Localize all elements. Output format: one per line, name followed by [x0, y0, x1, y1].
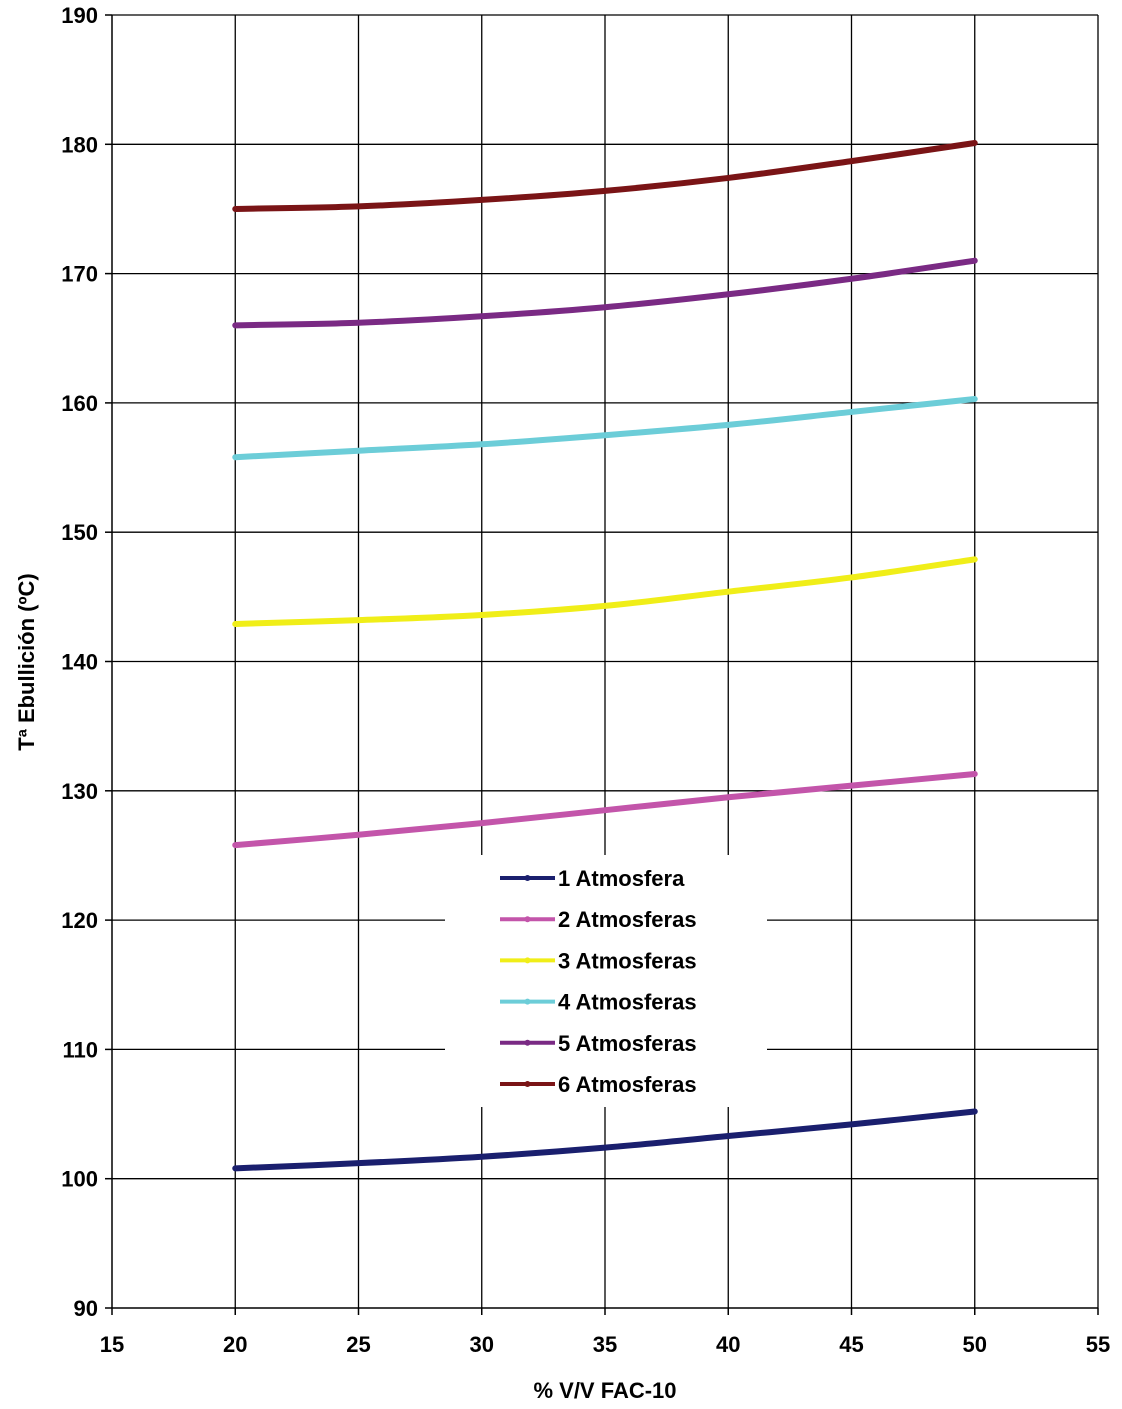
data-point: [972, 1108, 978, 1115]
data-point: [232, 322, 238, 328]
data-point: [848, 158, 855, 164]
data-point: [232, 621, 238, 627]
x-tick-label: 50: [963, 1332, 987, 1357]
data-point: [602, 1145, 608, 1151]
data-point: [725, 1133, 731, 1139]
x-tick-label: 15: [100, 1332, 124, 1357]
legend-label: 4 Atmosferas: [558, 990, 697, 1015]
y-tick-label: 120: [61, 908, 98, 933]
data-point: [479, 313, 485, 319]
legend-label: 6 Atmosferas: [558, 1072, 697, 1097]
x-tick-label: 35: [593, 1332, 617, 1357]
data-point: [602, 603, 608, 609]
x-tick-label: 30: [470, 1332, 494, 1357]
data-point: [972, 771, 978, 777]
data-point: [602, 304, 608, 310]
data-point: [848, 783, 855, 789]
data-point: [725, 589, 731, 595]
data-point: [479, 1154, 485, 1160]
y-tick-label: 110: [63, 1037, 99, 1062]
data-point: [232, 206, 238, 212]
data-point: [355, 320, 362, 326]
data-point: [479, 820, 485, 826]
legend-label: 1 Atmosfera: [558, 866, 685, 891]
data-point: [232, 454, 238, 460]
legend-box: [445, 855, 767, 1107]
x-axis-label: % V/V FAC-10: [533, 1378, 676, 1403]
data-point: [355, 203, 362, 209]
legend-marker: [524, 998, 531, 1005]
data-point: [232, 1165, 238, 1171]
y-tick-label: 190: [61, 3, 98, 28]
y-tick-label: 160: [61, 391, 98, 416]
legend-label: 5 Atmosferas: [558, 1031, 697, 1056]
x-tick-label: 40: [716, 1332, 740, 1357]
y-axis-label: Tª Ebullición (ºC): [14, 573, 39, 751]
data-point: [355, 832, 362, 838]
data-point: [972, 258, 978, 264]
data-point: [848, 409, 855, 415]
axes: 90 100 110 120 130 140 150 160 170 180 190 15 20 25 30…: [61, 3, 1110, 1357]
data-point: [479, 197, 485, 203]
x-tick-label: 25: [346, 1332, 370, 1357]
y-tick-label: 130: [61, 779, 98, 804]
legend-label: 3 Atmosferas: [558, 948, 697, 973]
legend: 1 Atmosfera 2 Atmosferas 3 Atmosferas 4 Atm…: [445, 855, 767, 1107]
data-point: [355, 617, 362, 623]
legend-marker: [524, 957, 531, 964]
y-tick-label: 150: [61, 520, 98, 545]
data-point: [972, 140, 978, 146]
data-point: [725, 291, 731, 297]
x-tick-label: 20: [223, 1332, 247, 1357]
y-tick-label: 100: [61, 1167, 98, 1192]
legend-marker: [524, 916, 531, 923]
data-point: [848, 276, 855, 282]
x-tick-label: 55: [1086, 1332, 1110, 1357]
data-point: [355, 1160, 362, 1166]
data-point: [479, 441, 485, 447]
data-point: [848, 1121, 855, 1127]
data-point: [972, 396, 978, 402]
legend-label: 2 Atmosferas: [558, 907, 697, 932]
data-point: [479, 612, 485, 618]
data-point: [725, 175, 731, 181]
data-point: [232, 842, 238, 848]
data-point: [355, 448, 362, 454]
y-tick-label: 170: [61, 262, 98, 287]
data-point: [602, 432, 608, 438]
series-layer: [232, 140, 978, 1172]
y-tick-label: 140: [61, 650, 98, 675]
legend-marker: [524, 875, 531, 881]
data-point: [602, 188, 608, 194]
y-tick-label: 90: [74, 1296, 98, 1321]
data-point: [725, 422, 731, 428]
legend-marker: [524, 1039, 531, 1046]
data-point: [972, 556, 978, 562]
data-point: [848, 574, 855, 581]
y-tick-label: 180: [61, 132, 98, 157]
legend-marker: [524, 1081, 531, 1087]
data-point: [725, 794, 731, 800]
data-point: [602, 807, 608, 813]
x-tick-label: 45: [839, 1332, 863, 1357]
